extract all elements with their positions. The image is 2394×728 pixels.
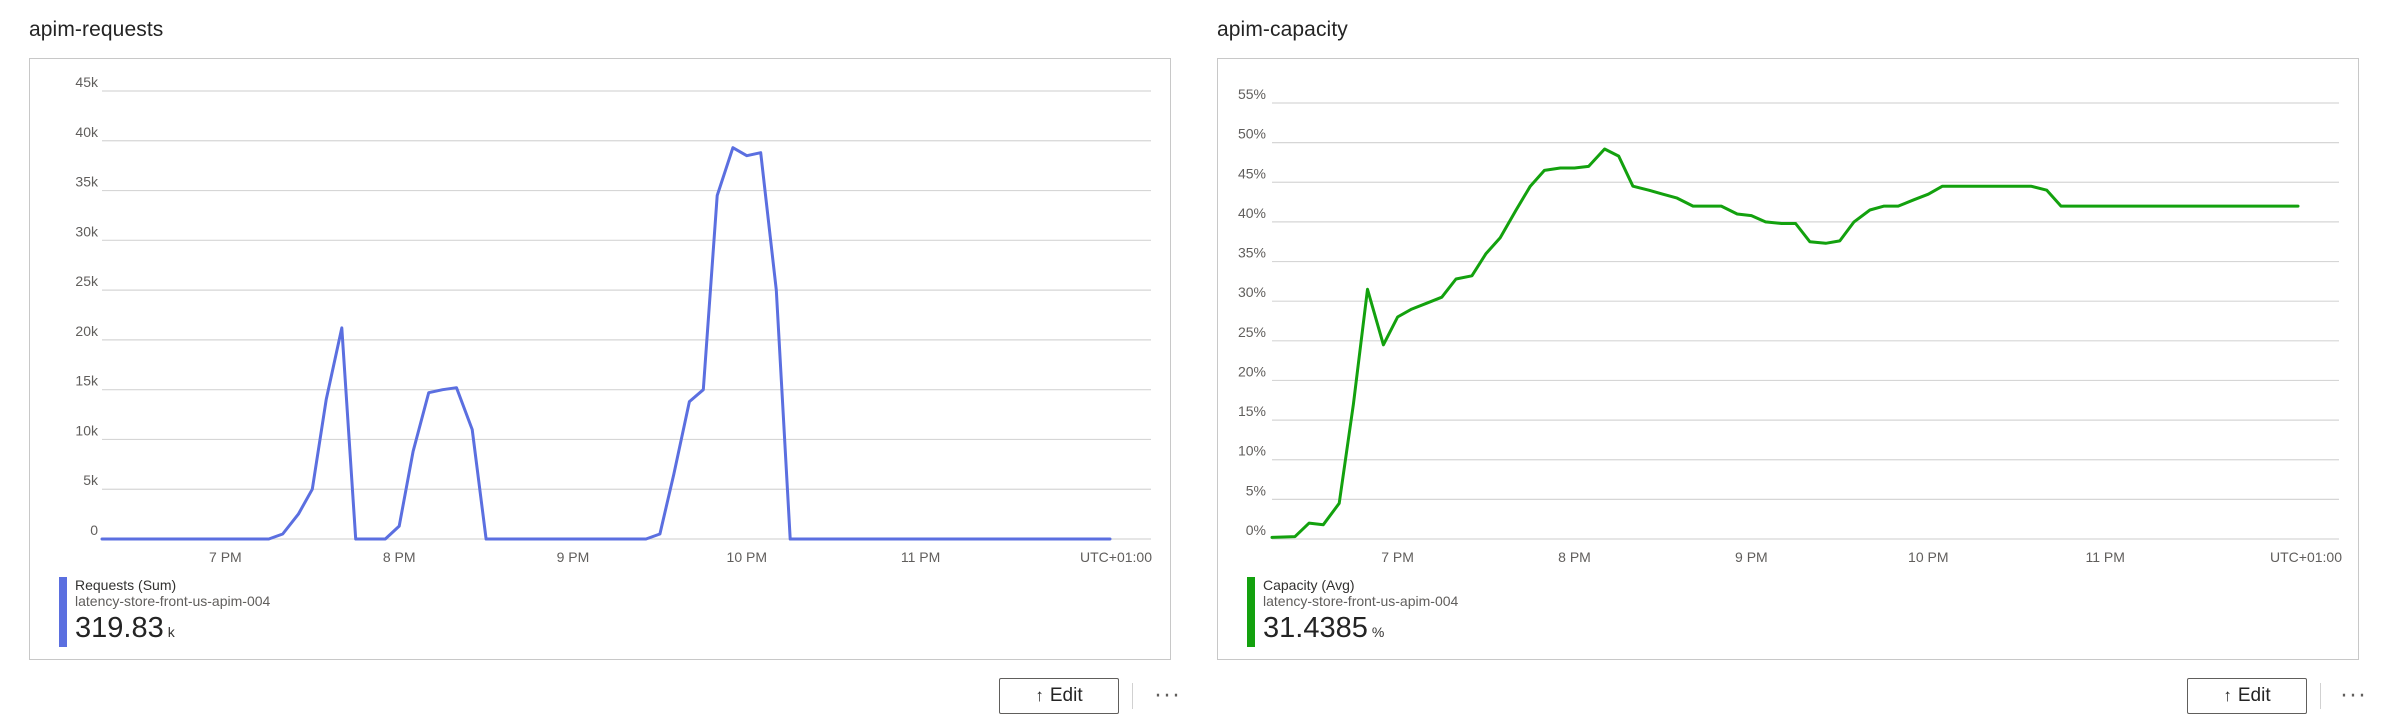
capacity-panel: apim-capacity 0% 5% 10% 15% 20% 25% 30% 35% 40% 4… — [1188, 0, 2365, 728]
timezone-label: UTC+01:00 — [1080, 549, 1152, 565]
legend-unit: k — [167, 624, 175, 640]
y-tick-label: 30k — [75, 223, 99, 239]
x-tick-label: 8 PM — [1558, 549, 1591, 565]
y-tick-label: 15% — [1238, 403, 1266, 419]
legend-resource-name: latency-store-front-us-apim-004 — [1263, 593, 1459, 609]
legend-summary: 319.83 k — [75, 613, 270, 648]
timezone-label: UTC+01:00 — [2270, 549, 2342, 565]
y-tick-label: 35k — [75, 174, 99, 190]
y-tick-label: 50% — [1238, 126, 1266, 142]
capacity-chart-card[interactable]: 0% 5% 10% 15% 20% 25% 30% 35% 40% 45% 50% 55% 7 PM 8 … — [1217, 58, 2359, 660]
chart-legend[interactable]: Requests (Sum) latency-store-front-us-ap… — [59, 577, 270, 647]
legend-metric-name: Requests (Sum) — [75, 577, 177, 593]
y-tick-label: 45% — [1238, 165, 1266, 181]
y-tick-label: 0% — [1246, 522, 1266, 538]
y-tick-label: 35% — [1238, 245, 1266, 261]
y-tick-label: 40% — [1238, 205, 1266, 221]
series-line — [1270, 147, 2300, 539]
y-tick-label: 25% — [1238, 324, 1266, 340]
y-tick-label: 0 — [90, 522, 98, 538]
y-tick-label: 20% — [1238, 363, 1266, 379]
x-tick-label: 8 PM — [383, 549, 416, 565]
series-line — [100, 146, 1112, 541]
more-options-button[interactable]: ··· — [1148, 680, 1188, 712]
x-tick-label: 11 PM — [2085, 549, 2124, 565]
edit-button-label: Edit — [2237, 685, 2271, 706]
edit-button[interactable]: ↑ Edit — [2187, 678, 2307, 714]
requests-chart-card[interactable]: 0 5k 10k 15k 20k 25k 30k 35k 40k 45k 7 PM 8 PM 9 PM 1… — [29, 58, 1171, 660]
toolbar-divider — [1132, 683, 1133, 709]
chart-legend[interactable]: Capacity (Avg) latency-store-front-us-ap… — [1247, 577, 1458, 647]
requests-line-chart[interactable]: 0 5k 10k 15k 20k 25k 30k 35k 40k 45k 7 PM 8 PM 9 PM 1… — [30, 59, 1172, 661]
toolbar-divider — [2320, 683, 2321, 709]
x-tick-label: 11 PM — [901, 549, 940, 565]
legend-value: 319.83 — [75, 612, 164, 644]
y-tick-label: 30% — [1238, 284, 1266, 300]
y-tick-label: 5% — [1246, 482, 1266, 498]
x-tick-label: 7 PM — [1381, 549, 1414, 565]
x-tick-label: 10 PM — [1908, 549, 1948, 565]
more-options-button[interactable]: ··· — [2334, 680, 2374, 712]
legend-value: 31.4385 — [1263, 612, 1368, 644]
y-tick-label: 10% — [1238, 443, 1266, 459]
edit-button-label: Edit — [1049, 685, 1083, 706]
x-tick-label: 9 PM — [1735, 549, 1768, 565]
y-tick-label: 40k — [75, 124, 99, 140]
requests-panel: apim-requests 0 5k 10k 15k 20k 25k 30k 35k 40k 45… — [0, 0, 1179, 728]
y-tick-label: 55% — [1238, 86, 1266, 102]
y-tick-label: 5k — [83, 472, 99, 488]
y-tick-label: 10k — [75, 422, 99, 438]
x-tick-label: 9 PM — [557, 549, 590, 565]
legend-metric-name: Capacity (Avg) — [1263, 577, 1355, 593]
legend-unit: % — [1371, 624, 1385, 640]
legend-resource-name: latency-store-front-us-apim-004 — [75, 593, 271, 609]
legend-color-bar — [59, 577, 67, 647]
legend-color-bar — [1247, 577, 1255, 647]
x-tick-label: 7 PM — [209, 549, 242, 565]
arrow-up-icon: ↑ — [1035, 686, 1044, 705]
y-tick-label: 45k — [75, 74, 99, 90]
y-tick-label: 15k — [75, 373, 99, 389]
y-tick-label: 25k — [75, 273, 99, 289]
panel-title: apim-capacity — [1217, 18, 1348, 41]
capacity-line-chart[interactable]: 0% 5% 10% 15% 20% 25% 30% 35% 40% 45% 50% 55% 7 PM 8 … — [1218, 59, 2360, 661]
x-tick-label: 10 PM — [727, 549, 767, 565]
legend-summary: 31.4385% — [1263, 613, 1458, 648]
arrow-up-icon: ↑ — [2223, 686, 2232, 705]
panel-title: apim-requests — [29, 18, 164, 41]
edit-button[interactable]: ↑ Edit — [999, 678, 1119, 714]
y-tick-label: 20k — [75, 323, 99, 339]
